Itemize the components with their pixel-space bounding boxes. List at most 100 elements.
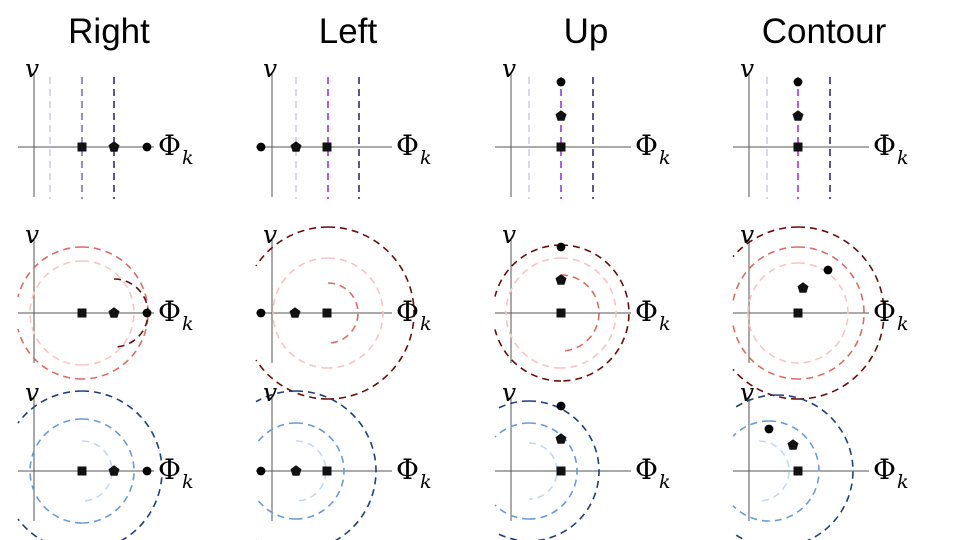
y-axis-label: v — [263, 54, 277, 83]
dashed-guide-arc — [327, 226, 415, 400]
x-axis-label: Φk — [873, 453, 908, 493]
panel-r2-c0: v Φk — [17, 378, 193, 540]
square-marker — [77, 466, 87, 476]
panel-r0-c1: v Φk — [256, 54, 431, 199]
dashed-guide-arc — [797, 226, 885, 400]
square-marker — [793, 466, 803, 476]
x-axis-label-subscript: k — [420, 147, 432, 169]
dot-marker — [556, 401, 566, 411]
dashed-guide-arc — [17, 518, 44, 540]
dot-marker — [823, 265, 833, 275]
x-axis-label: Φk — [396, 453, 431, 493]
x-axis-label-subscript: k — [897, 471, 909, 493]
dashed-guide-arc — [295, 440, 327, 502]
dashed-guide-arc — [732, 246, 799, 302]
dashed-guide-arc — [81, 440, 113, 502]
column-titles: Right Left Up Contour — [68, 12, 886, 51]
dashed-guide-arc — [528, 400, 600, 540]
dot-marker — [142, 308, 152, 318]
square-marker — [556, 142, 566, 152]
y-axis-label: v — [25, 378, 39, 407]
pentagon-marker — [787, 439, 799, 450]
pentagon-marker — [108, 465, 120, 476]
pentagon-marker — [289, 307, 301, 318]
square-marker — [793, 308, 803, 318]
dashed-guide-arc — [81, 246, 149, 380]
y-axis-label: v — [25, 220, 39, 249]
dashed-guide-arc — [255, 422, 297, 445]
dashed-guide-arc — [17, 246, 83, 298]
dashed-guide-arc — [732, 394, 778, 410]
dot-marker — [256, 308, 266, 318]
pentagon-marker — [555, 274, 567, 285]
dashed-guide-arc — [732, 368, 799, 400]
panel-r1-c3: v Φk — [732, 220, 908, 400]
dot-marker — [256, 142, 266, 152]
square-marker — [322, 142, 332, 152]
x-axis-label-subscript: k — [659, 147, 671, 169]
pentagon-marker — [108, 307, 120, 318]
dashed-guide-arc — [747, 262, 799, 314]
y-axis-label: v — [263, 220, 277, 249]
dashed-guide-arc — [732, 226, 799, 258]
dot-marker — [142, 466, 152, 476]
dashed-guide-arc — [255, 497, 297, 520]
dashed-guide-arc — [255, 226, 329, 267]
x-axis-label: Φk — [158, 295, 193, 335]
column-title-left: Left — [319, 12, 378, 51]
y-axis-label: v — [740, 220, 754, 249]
x-axis-label: Φk — [635, 295, 670, 335]
dashed-guide-arc — [560, 244, 630, 382]
x-axis-label: Φk — [158, 129, 193, 169]
panel-r1-c0: v Φk — [17, 220, 193, 380]
y-axis-label: v — [502, 378, 516, 407]
dot-marker — [142, 142, 152, 152]
x-axis-label-subscript: k — [659, 313, 671, 335]
square-marker — [793, 142, 803, 152]
dashed-guide-arc — [17, 328, 83, 380]
dot-marker — [764, 424, 774, 434]
x-axis-label-subscript: k — [897, 147, 909, 169]
dashed-guide-arc — [29, 418, 83, 472]
dashed-guide-arc — [327, 257, 384, 369]
y-axis-label: v — [740, 54, 754, 83]
dashed-guide-arc — [255, 390, 297, 403]
pentagon-marker — [792, 110, 804, 121]
x-axis-label-subscript: k — [897, 313, 909, 335]
x-axis-label: Φk — [635, 129, 670, 169]
panel-r0-c3: v Φk — [733, 54, 908, 199]
square-marker — [77, 308, 87, 318]
pentagon-marker — [108, 141, 120, 152]
square-marker — [556, 466, 566, 476]
dot-marker — [556, 77, 566, 87]
dot-marker — [256, 466, 266, 476]
panel-r0-c0: v Φk — [18, 54, 193, 199]
dashed-guide-arc — [494, 244, 562, 297]
y-axis-label: v — [740, 378, 754, 407]
pentagon-marker — [290, 141, 302, 152]
x-axis-label: Φk — [873, 295, 908, 335]
x-axis-label-subscript: k — [420, 313, 432, 335]
column-title-contour: Contour — [762, 12, 887, 51]
square-marker — [322, 466, 332, 476]
dashed-guide-arc — [272, 257, 329, 314]
dashed-guide-arc — [528, 442, 558, 500]
dashed-guide-arc — [732, 505, 770, 522]
dashed-guide-arc — [29, 470, 83, 524]
dashed-guide-arc — [81, 390, 163, 540]
pentagon-marker — [797, 282, 809, 293]
dashed-guide-arc — [29, 312, 83, 366]
column-title-right: Right — [68, 12, 150, 51]
dashed-guide-arc — [528, 422, 578, 520]
dashed-guide-arc — [494, 329, 562, 382]
x-axis-label-subscript: k — [182, 471, 194, 493]
dot-marker — [556, 242, 566, 252]
x-axis-label: Φk — [158, 453, 193, 493]
pentagon-marker — [555, 433, 567, 444]
x-axis-label: Φk — [396, 295, 431, 335]
y-axis-label: v — [502, 220, 516, 249]
x-axis-label: Φk — [396, 129, 431, 169]
dashed-guide-arc — [732, 532, 748, 540]
y-axis-label: v — [25, 54, 39, 83]
square-marker — [77, 142, 87, 152]
